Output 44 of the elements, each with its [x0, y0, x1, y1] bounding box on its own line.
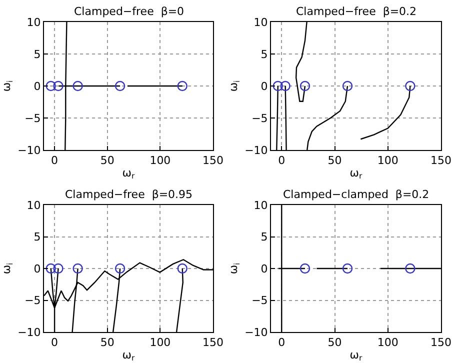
y-tick-label: −10 [18, 326, 41, 339]
y-tick-label: −10 [244, 326, 268, 339]
x-axis-title: ω$_{r}$ [122, 348, 136, 363]
x-tick-label: 150 [202, 336, 224, 350]
x-tick-label: 0 [278, 336, 286, 350]
y-tick-label: 5 [34, 230, 41, 244]
chart-title: Clamped−clamped β=0.2 [283, 188, 430, 201]
y-tick-label: 10 [26, 198, 41, 212]
x-axis-title: ω$_{r}$ [122, 166, 136, 181]
y-tick-label: 5 [260, 230, 268, 244]
y-tick-label: 0 [260, 262, 268, 276]
x-tick-label: 150 [430, 154, 452, 168]
y-tick-label: 5 [260, 48, 268, 61]
x-tick-label: 50 [328, 336, 342, 350]
y-tick-label: −10 [18, 144, 41, 157]
y-tick-label: 10 [254, 198, 268, 212]
y-tick-label: 10 [254, 16, 268, 29]
y-tick-label: −5 [24, 112, 41, 125]
chart-title: Clamped−free β=0 [74, 5, 184, 18]
x-axis-title: ω$_{r}$ [350, 166, 364, 181]
y-tick-label: −10 [244, 144, 268, 157]
y-tick-label: −5 [24, 294, 41, 308]
x-tick-label: 150 [202, 154, 224, 168]
y-tick-label: 5 [34, 48, 41, 61]
x-tick-label: 100 [150, 336, 171, 350]
x-tick-label: 0 [51, 154, 58, 168]
x-tick-label: 100 [377, 336, 398, 350]
x-tick-label: 0 [51, 336, 58, 350]
x-tick-label: 150 [430, 336, 452, 350]
x-tick-label: 50 [100, 154, 114, 168]
y-tick-label: 10 [26, 16, 41, 29]
y-tick-label: −5 [252, 294, 268, 308]
x-tick-label: 50 [328, 154, 342, 168]
x-tick-label: 0 [278, 154, 286, 168]
x-tick-label: 50 [100, 336, 114, 350]
chart-title: Clamped−free β=0.2 [296, 5, 417, 18]
x-tick-label: 100 [377, 154, 398, 168]
chart-title: Clamped−free β=0.95 [65, 188, 193, 201]
y-tick-label: 0 [34, 80, 41, 93]
y-tick-label: 0 [34, 262, 41, 276]
x-tick-label: 100 [150, 154, 171, 168]
x-axis-title: ω$_{r}$ [350, 348, 364, 363]
y-tick-label: −5 [252, 112, 268, 125]
y-tick-label: 0 [260, 80, 268, 93]
